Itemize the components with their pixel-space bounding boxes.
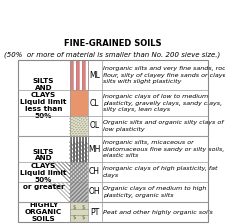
Bar bbox=[70, 90, 88, 116]
Text: MH: MH bbox=[88, 144, 101, 153]
Text: (50%  or more of material is smaller than No. 200 sieve size.): (50% or more of material is smaller than… bbox=[4, 52, 221, 58]
Text: Inorganic silts and very fine sands, rock
flour, silty of clayey fine sands or c: Inorganic silts and very fine sands, roc… bbox=[103, 66, 225, 84]
Bar bbox=[72, 60, 76, 90]
Text: SILTS
AND
CLAYS
Liquid limit
50%
or greater: SILTS AND CLAYS Liquid limit 50% or grea… bbox=[20, 149, 67, 190]
Text: $: $ bbox=[81, 205, 85, 209]
Text: $: $ bbox=[72, 215, 76, 220]
Text: Inorganic clays of high plasticity, fat
clays: Inorganic clays of high plasticity, fat … bbox=[103, 166, 218, 178]
Text: HIGHLY
ORGANIC
SOILS: HIGHLY ORGANIC SOILS bbox=[25, 202, 62, 222]
Bar bbox=[70, 60, 72, 90]
Text: $: $ bbox=[81, 215, 85, 220]
Text: Organic silts and organic silty clays of
low plasticity: Organic silts and organic silty clays of… bbox=[103, 121, 223, 131]
Text: CH: CH bbox=[89, 168, 100, 177]
Text: OL: OL bbox=[90, 121, 99, 131]
Bar bbox=[70, 162, 88, 182]
Text: OH: OH bbox=[89, 187, 100, 196]
Bar bbox=[70, 202, 88, 222]
Text: PT: PT bbox=[90, 207, 99, 217]
Text: Inorganic silts, micaceous or
diatomaceous fine sandy or silty soils,
elastic si: Inorganic silts, micaceous or diatomaceo… bbox=[103, 140, 224, 158]
Text: ML: ML bbox=[89, 71, 100, 80]
Text: FINE-GRAINED SOILS: FINE-GRAINED SOILS bbox=[64, 39, 161, 48]
Text: $: $ bbox=[72, 205, 76, 209]
Bar bbox=[70, 116, 88, 136]
Bar bbox=[70, 182, 88, 202]
Bar bbox=[81, 60, 85, 90]
Bar bbox=[79, 60, 81, 90]
Text: Inorganic clays of low to medium
plasticity, gravelly clays, sandy clays,
silty : Inorganic clays of low to medium plastic… bbox=[103, 94, 222, 112]
Bar bbox=[85, 60, 88, 90]
Bar bbox=[76, 60, 79, 90]
Text: SILTS
AND
CLAYS
Liquid limit
less than
50%: SILTS AND CLAYS Liquid limit less than 5… bbox=[20, 78, 67, 118]
Text: Organic clays of medium to high
plasticity, organic silts: Organic clays of medium to high plastici… bbox=[103, 186, 206, 198]
Bar bbox=[18, 60, 207, 222]
Text: CL: CL bbox=[90, 99, 99, 108]
Text: Peat and other highly organic soils: Peat and other highly organic soils bbox=[103, 209, 213, 215]
Bar bbox=[70, 136, 88, 162]
